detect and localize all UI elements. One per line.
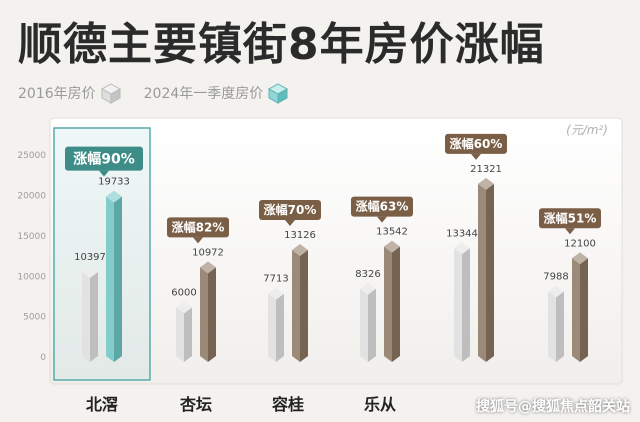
bar-2016-value: 10397 [74,252,106,263]
bar-2016-value: 8326 [355,269,380,280]
legend-label-2016: 2016年房价 [18,86,96,102]
cube-teal-icon [268,83,289,104]
x-tick-label: 容桂 [271,395,304,414]
bar-2024-value: 21321 [470,164,502,175]
x-tick-label: 乐从 [364,395,396,414]
y-tick-label: 10000 [17,272,46,282]
legend-item-2016: 2016年房价 [18,82,122,104]
growth-badge [167,217,229,238]
bar-2016 [368,288,376,362]
growth-badge-pointer [99,170,109,177]
bar-2024 [392,246,400,362]
bar-2024-top [292,244,308,257]
bar-2024 [114,196,122,362]
growth-badge-pointer [565,228,575,235]
bar-2024-value: 13542 [376,227,408,238]
bar-2016-left [268,293,276,362]
bar-2016 [276,293,284,362]
bar-2024-left [384,246,392,362]
bar-2016-value: 7988 [543,272,568,283]
growth-label: 涨幅60% [450,136,503,151]
growth-badge [539,208,601,229]
growth-badge [65,146,143,171]
bar-2024 [208,267,216,362]
bar-2024-left [292,250,300,362]
chart-title: 顺德主要镇街8年房价涨幅 [18,19,545,70]
y-tick-label: 25000 [17,151,46,161]
growth-badge [445,133,507,154]
bar-2024-value: 10972 [192,247,224,258]
bar-2016-left [548,291,556,362]
bar-2024-left [572,258,580,362]
bar-2024-left [106,196,114,362]
growth-label: 涨幅51% [544,210,597,225]
bar-2016-left [176,307,184,362]
legend-item-2024: 2024年一季度房价 [144,82,290,104]
cube-gray-icon [100,83,121,104]
bar-2024-value: 19733 [98,177,130,188]
bar-2024 [580,258,588,362]
y-tick-label: 15000 [17,232,46,242]
bar-2024 [486,183,494,362]
bar-2016-left [360,288,368,362]
bar-2024-left [200,267,208,362]
growth-label: 涨幅63% [356,199,409,214]
growth-badge-pointer [285,220,295,227]
unit-label: (元/m²) [566,123,608,137]
bar-2016 [462,248,470,362]
y-tick-label: 5000 [23,313,46,323]
bar-2016 [184,307,192,362]
bar-2024-value: 13126 [284,230,316,241]
growth-badge-pointer [377,216,387,223]
bar-2016-value: 13344 [446,228,478,239]
bar-2024 [300,250,308,362]
y-tick-label: 0 [40,353,46,363]
growth-badge [351,196,413,217]
legend: 2016年房价 2024年一季度房价 [18,80,311,106]
y-tick-label: 20000 [17,192,46,202]
x-tick-label: 杏坛 [179,395,212,414]
bar-2016-value: 6000 [171,288,196,299]
watermark: 搜狐号@搜狐焦点韶关站 [476,399,630,415]
growth-badge [259,200,321,221]
bar-2016 [556,291,564,362]
legend-label-2024: 2024年一季度房价 [143,86,264,102]
bar-2016 [90,272,98,362]
growth-label: 涨幅90% [73,151,135,168]
bar-2024-value: 12100 [564,238,596,249]
bar-2024-left [478,183,486,362]
x-tick-label: 北滘 [86,395,118,414]
bar-2016-value: 7713 [263,274,288,285]
growth-badge-pointer [193,237,203,244]
bar-2016-left [82,272,90,362]
growth-label: 涨幅82% [172,219,225,234]
growth-badge-pointer [471,153,481,160]
growth-label: 涨幅70% [264,202,317,217]
bar-2016-left [454,248,462,362]
